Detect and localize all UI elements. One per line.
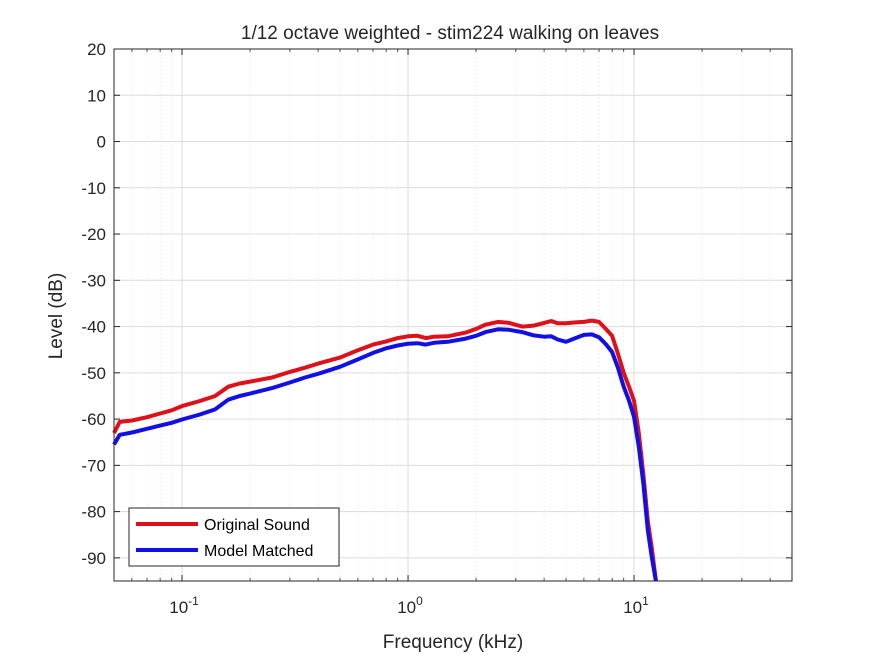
y-tick-labels: 20 10 0 -10 -20 -30 -40 -50 -60 -70 -80 -90 <box>81 40 106 568</box>
y-tick-label: 20 <box>87 40 106 59</box>
y-tick-label: -80 <box>81 503 106 522</box>
y-tick-label: -60 <box>81 410 106 429</box>
plot-area-background <box>114 49 792 581</box>
plot-area-border <box>113 48 793 582</box>
x-tick-label-exponent: -1 <box>188 594 199 608</box>
y-tick-label: -50 <box>81 364 106 383</box>
x-tick-labels: 10-1 100 101 <box>169 594 649 617</box>
legend-box <box>128 507 340 567</box>
series-layer <box>112 318 658 582</box>
x-tick-label-base: 10 <box>623 598 642 617</box>
y-tick-label: -30 <box>81 271 106 290</box>
legend-label-model-matched: Model Matched <box>204 543 313 560</box>
y-tick-label: -10 <box>81 179 106 198</box>
x-tick-label: 10-1 <box>169 594 199 617</box>
y-tick-label: 10 <box>87 86 106 105</box>
y-tick-label: -70 <box>81 456 106 475</box>
x-tick-label: 101 <box>623 594 649 617</box>
y-tick-label: 0 <box>97 133 106 152</box>
legend-label-original-sound: Original Sound <box>204 517 310 534</box>
minor-grid <box>131 49 771 581</box>
y-tick-label: -40 <box>81 318 106 337</box>
series-line-original-sound <box>112 318 658 582</box>
ticks <box>114 48 792 581</box>
y-tick-label: -20 <box>81 225 106 244</box>
x-tick-label-exponent: 1 <box>642 594 649 608</box>
x-tick-label-exponent: 0 <box>416 594 423 608</box>
x-tick-label: 100 <box>397 594 423 617</box>
series-line-model-matched <box>112 327 658 582</box>
x-tick-label-base: 10 <box>397 598 416 617</box>
y-tick-label: -90 <box>81 549 106 568</box>
x-tick-label-base: 10 <box>169 598 188 617</box>
legend: Original Sound Model Matched <box>128 507 340 567</box>
y-axis-label: Level (dB) <box>46 273 67 360</box>
chart-title: 1/12 octave weighted - stim224 walking o… <box>241 23 659 44</box>
x-axis-label: Frequency (kHz) <box>383 632 523 653</box>
